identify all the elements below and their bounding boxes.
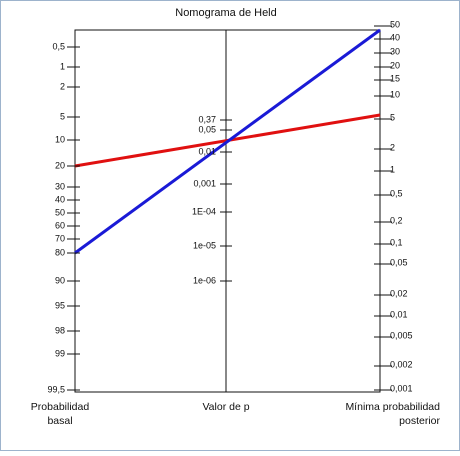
tick-label: 30 <box>390 46 400 56</box>
tick-label: 0,001 <box>193 178 216 188</box>
tick-label: 50 <box>55 207 65 217</box>
tick-label: 10 <box>390 89 400 99</box>
plot-box <box>74 29 381 393</box>
tick-label: 40 <box>390 32 400 42</box>
tick-label: 40 <box>55 194 65 204</box>
tick-label: 20 <box>390 60 400 70</box>
tick-label: 1E-04 <box>192 206 216 216</box>
tick-label: 0,005 <box>390 330 413 340</box>
tick-label: 90 <box>55 275 65 285</box>
tick-label: 95 <box>55 300 65 310</box>
tick-label: 0,01 <box>390 309 408 319</box>
tick-label: 30 <box>55 181 65 191</box>
tick-label: 5 <box>60 111 65 121</box>
tick-label: 0,002 <box>390 359 413 369</box>
tick-label: 0,2 <box>390 215 403 225</box>
axis-label: posterior <box>399 415 440 427</box>
tick-label: 70 <box>55 233 65 243</box>
tick-label: 5 <box>390 112 395 122</box>
tick-label: 10 <box>55 134 65 144</box>
tick-label: 20 <box>55 160 65 170</box>
tick-label: 99,5 <box>47 384 65 394</box>
tick-label: 60 <box>55 220 65 230</box>
tick-label: 1 <box>60 61 65 71</box>
tick-label: 1e-05 <box>193 240 216 250</box>
tick-label: 0,02 <box>390 288 408 298</box>
tick-label: 99 <box>55 348 65 358</box>
tick-label: 0,37 <box>198 114 216 124</box>
tick-label: 0,1 <box>390 237 403 247</box>
axis-label: Mínima probabilidad <box>345 401 440 413</box>
tick-label: 0,001 <box>390 383 413 393</box>
tick-label: 0,05 <box>198 124 216 134</box>
tick-label: 0,01 <box>198 146 216 156</box>
tick-label: 0,5 <box>390 188 403 198</box>
tick-label: 2 <box>390 142 395 152</box>
axis-label: Probabilidad <box>31 401 90 413</box>
tick-label: 0,05 <box>390 257 408 267</box>
tick-label: 2 <box>60 81 65 91</box>
blue-line <box>74 28 381 255</box>
tick-label: 1e-06 <box>193 275 216 285</box>
tick-label: 15 <box>390 73 400 83</box>
tick-label: 0,5 <box>52 41 65 51</box>
tick-label: 98 <box>55 325 65 335</box>
axis-label: Valor de p <box>202 401 249 413</box>
tick-label: 1 <box>390 164 395 174</box>
tick-label: 50 <box>390 19 400 29</box>
tick-label: 80 <box>55 247 65 257</box>
axis-label: basal <box>47 415 72 427</box>
title: Nomograma de Held <box>175 7 277 19</box>
